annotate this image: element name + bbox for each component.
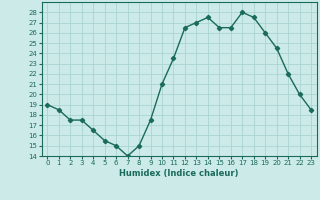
X-axis label: Humidex (Indice chaleur): Humidex (Indice chaleur) [119, 169, 239, 178]
